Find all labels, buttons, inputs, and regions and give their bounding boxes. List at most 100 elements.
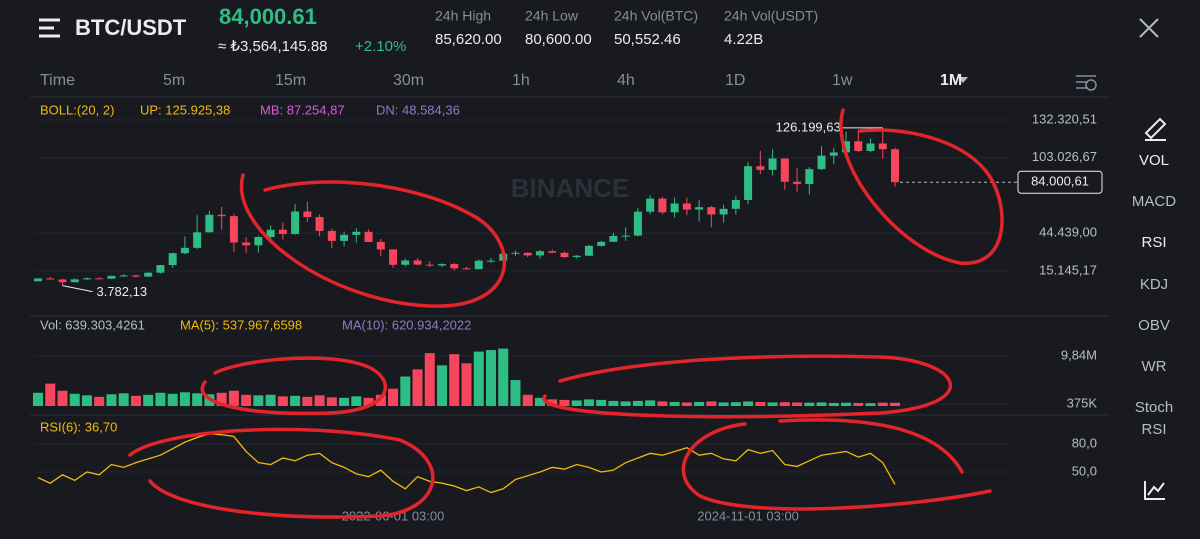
volume-bar	[522, 394, 533, 406]
candle-body	[34, 278, 42, 282]
volume-bar	[865, 403, 876, 406]
candle-body	[486, 260, 495, 262]
candle-body	[878, 143, 887, 150]
candle-body	[682, 203, 691, 210]
y-tick-label: 103.026,67	[1032, 149, 1097, 164]
volume-bar	[890, 402, 900, 406]
volume-bar	[730, 402, 741, 406]
timeframe-tab[interactable]: 5m	[163, 72, 185, 89]
candle-body	[413, 260, 422, 265]
stat-label: 24h High	[435, 8, 491, 24]
timeframe-tab[interactable]: 1M	[940, 72, 962, 89]
candle-body	[731, 199, 740, 209]
indicator-option[interactable]: KDJ	[1140, 276, 1168, 293]
timeframe-tab[interactable]: Time	[40, 72, 75, 89]
fiat-price: ≈ ₺3,564,145.88	[218, 38, 328, 55]
volume-bar	[45, 383, 56, 406]
high-annotation: 126.199,63	[776, 119, 841, 134]
last-price-label: 84.000,61	[1031, 174, 1089, 189]
timeframe-tab[interactable]: 30m	[393, 72, 424, 89]
y-tick-label: 375K	[1067, 396, 1098, 411]
menu-icon[interactable]	[39, 18, 60, 38]
x-tick-label: 2022-06-01 03:00	[342, 508, 445, 523]
edit-icon[interactable]	[1144, 117, 1167, 141]
timeframe-tab[interactable]: 1w	[832, 72, 853, 89]
rsi-line	[37, 433, 896, 494]
volume-bar	[767, 402, 778, 406]
volume-bar	[816, 402, 827, 406]
candle-body	[376, 241, 385, 250]
volume-bar	[743, 401, 754, 406]
close-icon[interactable]	[1139, 18, 1159, 38]
candle-body	[193, 232, 202, 248]
candle-body	[401, 260, 410, 265]
candle-body	[658, 198, 667, 213]
timeframe-tab[interactable]: 15m	[275, 72, 306, 89]
volume-bar	[657, 401, 668, 406]
stat-label: 24h Vol(USDT)	[724, 8, 818, 24]
candle-body	[278, 229, 287, 234]
volume-bar	[179, 392, 190, 406]
candle-body	[156, 265, 165, 273]
volume-bar	[620, 401, 631, 406]
volume-bar	[449, 354, 460, 406]
candle-body	[597, 241, 606, 246]
pair[interactable]: BTC/USDT	[75, 15, 187, 40]
indicator-legend: DN: 48.584,36	[376, 102, 460, 117]
candle-body	[891, 149, 899, 183]
volume-bar	[277, 396, 288, 406]
candle-body	[633, 211, 642, 236]
volume-bar	[400, 376, 411, 406]
indicator-option[interactable]: WR	[1142, 358, 1167, 375]
candle-body	[584, 245, 593, 256]
chart-icon[interactable]	[1144, 481, 1165, 500]
candle-body	[829, 152, 838, 156]
volume-bar	[106, 394, 117, 406]
volume-bar	[375, 394, 386, 406]
candle-body	[695, 207, 704, 210]
candle-body	[425, 264, 434, 266]
indicator-option[interactable]: OBV	[1138, 317, 1170, 334]
y-tick-label: 9,84M	[1061, 347, 1097, 362]
volume-bar	[877, 402, 888, 406]
indicator-option[interactable]: Stoch RSI	[1135, 399, 1173, 438]
candle-body	[817, 155, 826, 170]
timeframe-tab[interactable]: 4h	[617, 72, 635, 89]
candle-body	[340, 234, 349, 241]
volume-bar	[143, 394, 154, 406]
volume-bar	[473, 351, 484, 406]
candle-body	[315, 217, 324, 231]
timeframe-tab[interactable]: 1h	[512, 72, 530, 89]
candle-body	[131, 275, 140, 277]
stat-value: 80,600.00	[525, 31, 592, 48]
timeframe-tab[interactable]: 1D	[725, 72, 745, 89]
candle-body	[793, 181, 802, 185]
volume-bar	[608, 400, 619, 406]
candle-body	[242, 242, 251, 246]
indicator-option[interactable]: MACD	[1132, 193, 1176, 210]
volume-bar	[828, 402, 839, 406]
stat-label: 24h Low	[525, 8, 579, 24]
volume-bar	[510, 380, 521, 406]
volume-bar	[571, 400, 582, 406]
candle-body	[719, 208, 728, 215]
indicator-legend: BOLL:(20, 2)	[40, 102, 114, 117]
indicator-option[interactable]: VOL	[1139, 152, 1169, 169]
stat-value: 50,552.46	[614, 31, 681, 48]
tabs-settings-icon[interactable]	[1076, 75, 1097, 91]
candle-body	[168, 253, 177, 266]
volume-bar	[779, 402, 790, 406]
dropdown-caret[interactable]	[958, 77, 968, 83]
candle-body	[842, 141, 851, 153]
candle-body	[107, 275, 116, 279]
volume-bar	[559, 399, 570, 406]
indicator-option[interactable]: RSI	[1141, 234, 1166, 251]
volume-bar	[412, 369, 423, 406]
volume-bar	[645, 400, 656, 406]
candle-body	[744, 166, 753, 200]
change: +2.10%	[355, 38, 406, 55]
volume-bar	[694, 401, 705, 406]
stat-value: 85,620.00	[435, 31, 502, 48]
candle-body	[229, 216, 238, 243]
candle-body	[707, 207, 716, 215]
